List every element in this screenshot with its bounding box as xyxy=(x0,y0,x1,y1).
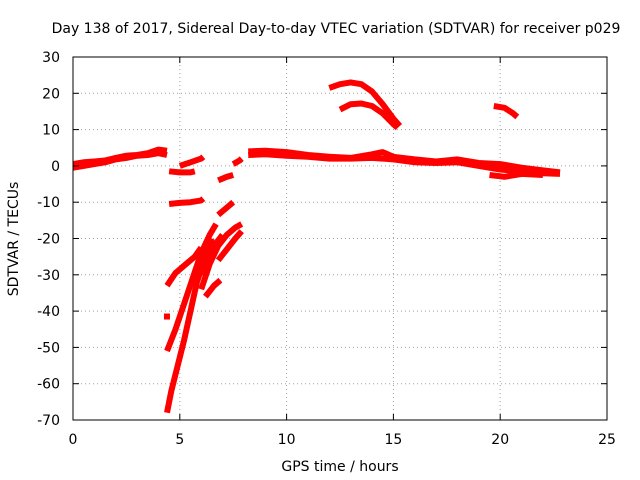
y-tick-label: -40 xyxy=(37,304,60,320)
y-tick-label: -60 xyxy=(37,377,60,393)
trace-drop-6 xyxy=(215,229,244,263)
trace-main-lower-band xyxy=(72,150,168,171)
y-tick-label: -20 xyxy=(37,232,60,248)
trace-dome-low xyxy=(338,100,400,131)
trace-late-arc xyxy=(493,103,520,120)
trace-arc-d xyxy=(217,172,235,184)
trace-arc-b xyxy=(178,154,206,169)
x-tick-label: 5 xyxy=(175,432,184,448)
isolated-point xyxy=(163,313,170,320)
x-axis-label: GPS time / hours xyxy=(281,459,398,475)
x-tick-label: 20 xyxy=(491,432,509,448)
y-tick-label: 30 xyxy=(42,50,60,66)
trace-drop-4 xyxy=(198,233,225,277)
x-tick-label: 0 xyxy=(69,432,78,448)
chart-title: Day 138 of 2017, Sidereal Day-to-day VTE… xyxy=(52,21,621,37)
trace-drop-2 xyxy=(164,222,219,353)
y-tick-label: -10 xyxy=(37,195,60,211)
trace-long-lower xyxy=(248,151,561,177)
trace-drop-1 xyxy=(164,245,204,288)
x-tick-label: 15 xyxy=(384,432,402,448)
y-tick-label: -50 xyxy=(37,340,60,356)
trace-drop-3 xyxy=(164,237,215,414)
x-tick-label: 25 xyxy=(598,432,616,448)
axis-ticks: 0 5 10 15 20 25 -70 -60 -50 -40 -30 -20 -10 0 10 20 30 xyxy=(37,50,616,448)
y-tick-label: -30 xyxy=(37,268,60,284)
y-tick-label: -70 xyxy=(37,413,60,429)
y-tick-label: 0 xyxy=(51,159,60,175)
trace-drop-7 xyxy=(203,277,223,299)
trace-arc-e xyxy=(231,156,244,167)
trace-arc-f xyxy=(216,199,236,218)
y-axis-label: SDTVAR / TECUs xyxy=(6,182,22,297)
trace-low-tail xyxy=(489,170,544,180)
trace-dome-high xyxy=(328,79,403,128)
x-tick-label: 10 xyxy=(278,432,296,448)
y-tick-label: 10 xyxy=(42,123,60,139)
trace-drop-5 xyxy=(198,221,244,291)
trace-arc-c xyxy=(168,196,206,207)
data-traces xyxy=(72,79,561,414)
y-tick-label: 20 xyxy=(42,86,60,102)
trace-arc-a xyxy=(168,168,196,176)
grid xyxy=(73,57,607,420)
